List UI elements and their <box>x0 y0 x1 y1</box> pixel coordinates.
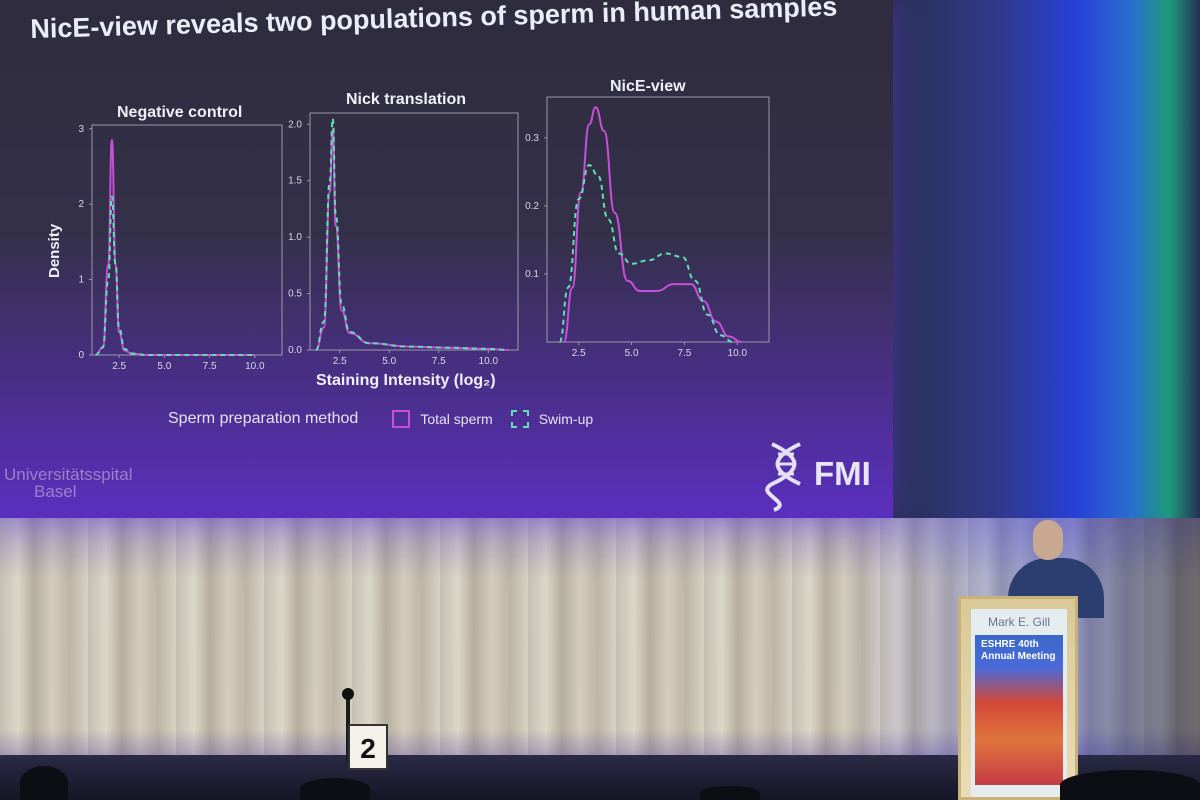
podium-meeting-title: ESHRE 40th Annual Meeting <box>981 639 1061 663</box>
meeting-line1: ESHRE 40th <box>981 639 1039 650</box>
series-line-swim-up <box>314 117 509 351</box>
series-line-total-sperm <box>95 139 255 356</box>
legend-swatch-swim-up <box>510 410 529 428</box>
x-tick-label: 7.5 <box>677 348 691 359</box>
series-line-swim-up <box>558 164 734 343</box>
x-tick-label: 2.5 <box>112 361 126 372</box>
y-tick-label: 1.5 <box>288 176 302 187</box>
series-line-total-sperm <box>562 106 742 343</box>
x-tick-label: 10.0 <box>245 361 265 372</box>
y-tick-label: 2.0 <box>288 119 302 130</box>
x-tick-label: 2.5 <box>572 348 586 359</box>
audience-head <box>700 786 760 800</box>
x-axis-label: Staining Intensity (log₂) <box>316 372 496 389</box>
x-tick-label: 10.0 <box>728 348 748 359</box>
podium-panel: Mark E. Gill ESHRE 40th Annual Meeting <box>971 609 1067 797</box>
podium-speaker-name: Mark E. Gill <box>987 615 1050 629</box>
speaker-head <box>1033 520 1063 560</box>
audience-head <box>20 766 68 800</box>
x-tick-label: 7.5 <box>203 361 217 372</box>
podium: Mark E. Gill ESHRE 40th Annual Meeting <box>958 596 1078 800</box>
panel-title-nice-view: NicE-view <box>610 78 686 95</box>
fmi-dna-logo-icon <box>765 442 801 512</box>
plot-frame <box>309 112 519 351</box>
x-tick-label: 5.0 <box>382 356 396 367</box>
y-tick-label: 0 <box>78 350 84 361</box>
y-tick-label: 0.1 <box>525 269 539 280</box>
x-tick-label: 5.0 <box>625 348 639 359</box>
y-tick-label: 0.0 <box>288 345 302 356</box>
projection-screen: NicE-view reveals two populations of spe… <box>0 0 893 518</box>
y-tick-label: 0.2 <box>525 201 539 212</box>
y-tick-label: 3 <box>78 124 84 135</box>
x-tick-label: 10.0 <box>479 356 499 367</box>
y-tick-label: 1 <box>78 275 84 286</box>
chart-legend: Sperm preparation method Total sperm Swi… <box>168 410 601 428</box>
series-line-swim-up <box>95 195 255 356</box>
panel-title-nick-translation: Nick translation <box>346 91 467 108</box>
x-tick-label: 2.5 <box>333 356 347 367</box>
microphone-icon <box>342 688 354 700</box>
audience-head <box>300 778 370 800</box>
stage-side-wall <box>890 0 1200 560</box>
chart-nice-view: 2.5 5.0 7.5 10.0 0.1 0.2 0.3 <box>525 96 770 359</box>
legend-label-total-sperm: Total sperm <box>420 411 493 427</box>
y-tick-label: 0.3 <box>525 133 539 144</box>
basel-logo-line1: Universitätsspital <box>4 465 133 484</box>
x-tick-label: 5.0 <box>157 361 171 372</box>
chart-nick-translation: 2.5 5.0 7.5 10.0 0.0 0.5 1.0 1.5 2.0 <box>288 112 519 367</box>
y-tick-label: 2 <box>78 199 84 210</box>
slide-title: NicE-view reveals two populations of spe… <box>30 0 838 44</box>
y-tick-label: 0.5 <box>288 289 302 300</box>
y-axis-label: Density <box>46 223 63 278</box>
chart-negative-control: 2.5 5.0 7.5 10.0 0 1 2 3 <box>78 124 283 372</box>
plot-frame <box>91 124 283 356</box>
basel-logo-line2: Basel <box>34 482 77 501</box>
meeting-line2: Annual Meeting <box>981 651 1056 662</box>
podium-banner: ESHRE 40th Annual Meeting <box>975 635 1063 785</box>
panel-title-negative-control: Negative control <box>117 104 243 121</box>
plot-frame <box>546 96 770 343</box>
legend-swatch-total-sperm <box>392 410 411 428</box>
universitatsspital-basel-logo: Universitätsspital Basel <box>4 466 133 500</box>
y-tick-label: 1.0 <box>288 232 302 243</box>
legend-label-swim-up: Swim-up <box>538 411 594 427</box>
stage-number-sign: 2 <box>348 724 388 770</box>
x-tick-label: 7.5 <box>432 356 446 367</box>
audience-head <box>1060 770 1200 800</box>
fmi-logo-text: FMI <box>814 455 871 492</box>
legend-title: Sperm preparation method <box>168 410 359 427</box>
